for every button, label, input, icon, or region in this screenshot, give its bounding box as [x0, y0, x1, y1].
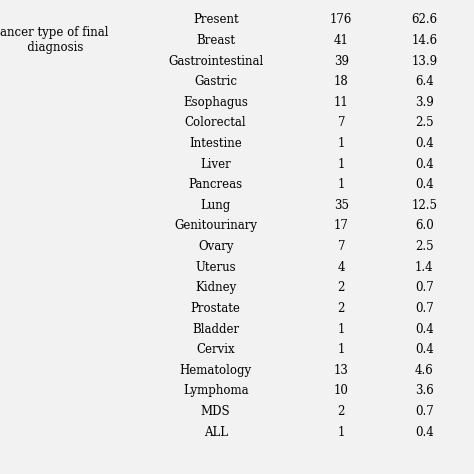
Text: 11: 11	[334, 96, 349, 109]
Text: 13: 13	[334, 364, 349, 377]
Text: 4.6: 4.6	[415, 364, 434, 377]
Text: 0.4: 0.4	[415, 178, 434, 191]
Text: 1.4: 1.4	[415, 261, 434, 273]
Text: MDS: MDS	[201, 405, 230, 418]
Text: 1: 1	[337, 343, 345, 356]
Text: 6.4: 6.4	[415, 75, 434, 88]
Text: 1: 1	[337, 137, 345, 150]
Text: 7: 7	[337, 117, 345, 129]
Text: Liver: Liver	[201, 158, 231, 171]
Text: Cancer type of final
   diagnosis: Cancer type of final diagnosis	[0, 27, 109, 55]
Text: 17: 17	[334, 219, 349, 232]
Text: 3.6: 3.6	[415, 384, 434, 397]
Text: Present: Present	[193, 13, 238, 26]
Text: Prostate: Prostate	[191, 302, 241, 315]
Text: 0.7: 0.7	[415, 282, 434, 294]
Text: 6.0: 6.0	[415, 219, 434, 232]
Text: Breast: Breast	[196, 34, 235, 47]
Text: Ovary: Ovary	[198, 240, 233, 253]
Text: 176: 176	[330, 13, 353, 26]
Text: 10: 10	[334, 384, 349, 397]
Text: 0.4: 0.4	[415, 323, 434, 336]
Text: Cervix: Cervix	[196, 343, 235, 356]
Text: 13.9: 13.9	[411, 55, 438, 67]
Text: Gastric: Gastric	[194, 75, 237, 88]
Text: Hematology: Hematology	[180, 364, 252, 377]
Text: 0.7: 0.7	[415, 405, 434, 418]
Text: Intestine: Intestine	[189, 137, 242, 150]
Text: 2: 2	[337, 282, 345, 294]
Text: 0.4: 0.4	[415, 426, 434, 438]
Text: Genitourinary: Genitourinary	[174, 219, 257, 232]
Text: Uterus: Uterus	[195, 261, 236, 273]
Text: 1: 1	[337, 426, 345, 438]
Text: 18: 18	[334, 75, 349, 88]
Text: 2.5: 2.5	[415, 240, 434, 253]
Text: 2: 2	[337, 405, 345, 418]
Text: 62.6: 62.6	[411, 13, 438, 26]
Text: Gastrointestinal: Gastrointestinal	[168, 55, 263, 67]
Text: 3.9: 3.9	[415, 96, 434, 109]
Text: Kidney: Kidney	[195, 282, 237, 294]
Text: 2.5: 2.5	[415, 117, 434, 129]
Text: 12.5: 12.5	[411, 199, 437, 212]
Text: Bladder: Bladder	[192, 323, 239, 336]
Text: 0.4: 0.4	[415, 137, 434, 150]
Text: 1: 1	[337, 323, 345, 336]
Text: Lung: Lung	[201, 199, 231, 212]
Text: 35: 35	[334, 199, 349, 212]
Text: 1: 1	[337, 178, 345, 191]
Text: 0.4: 0.4	[415, 343, 434, 356]
Text: Lymphoma: Lymphoma	[183, 384, 248, 397]
Text: 4: 4	[337, 261, 345, 273]
Text: Esophagus: Esophagus	[183, 96, 248, 109]
Text: 2: 2	[337, 302, 345, 315]
Text: 0.4: 0.4	[415, 158, 434, 171]
Text: 1: 1	[337, 158, 345, 171]
Text: 0.7: 0.7	[415, 302, 434, 315]
Text: 39: 39	[334, 55, 349, 67]
Text: 14.6: 14.6	[411, 34, 438, 47]
Text: ALL: ALL	[204, 426, 228, 438]
Text: 7: 7	[337, 240, 345, 253]
Text: 41: 41	[334, 34, 349, 47]
Text: Colorectal: Colorectal	[185, 117, 246, 129]
Text: Pancreas: Pancreas	[189, 178, 243, 191]
